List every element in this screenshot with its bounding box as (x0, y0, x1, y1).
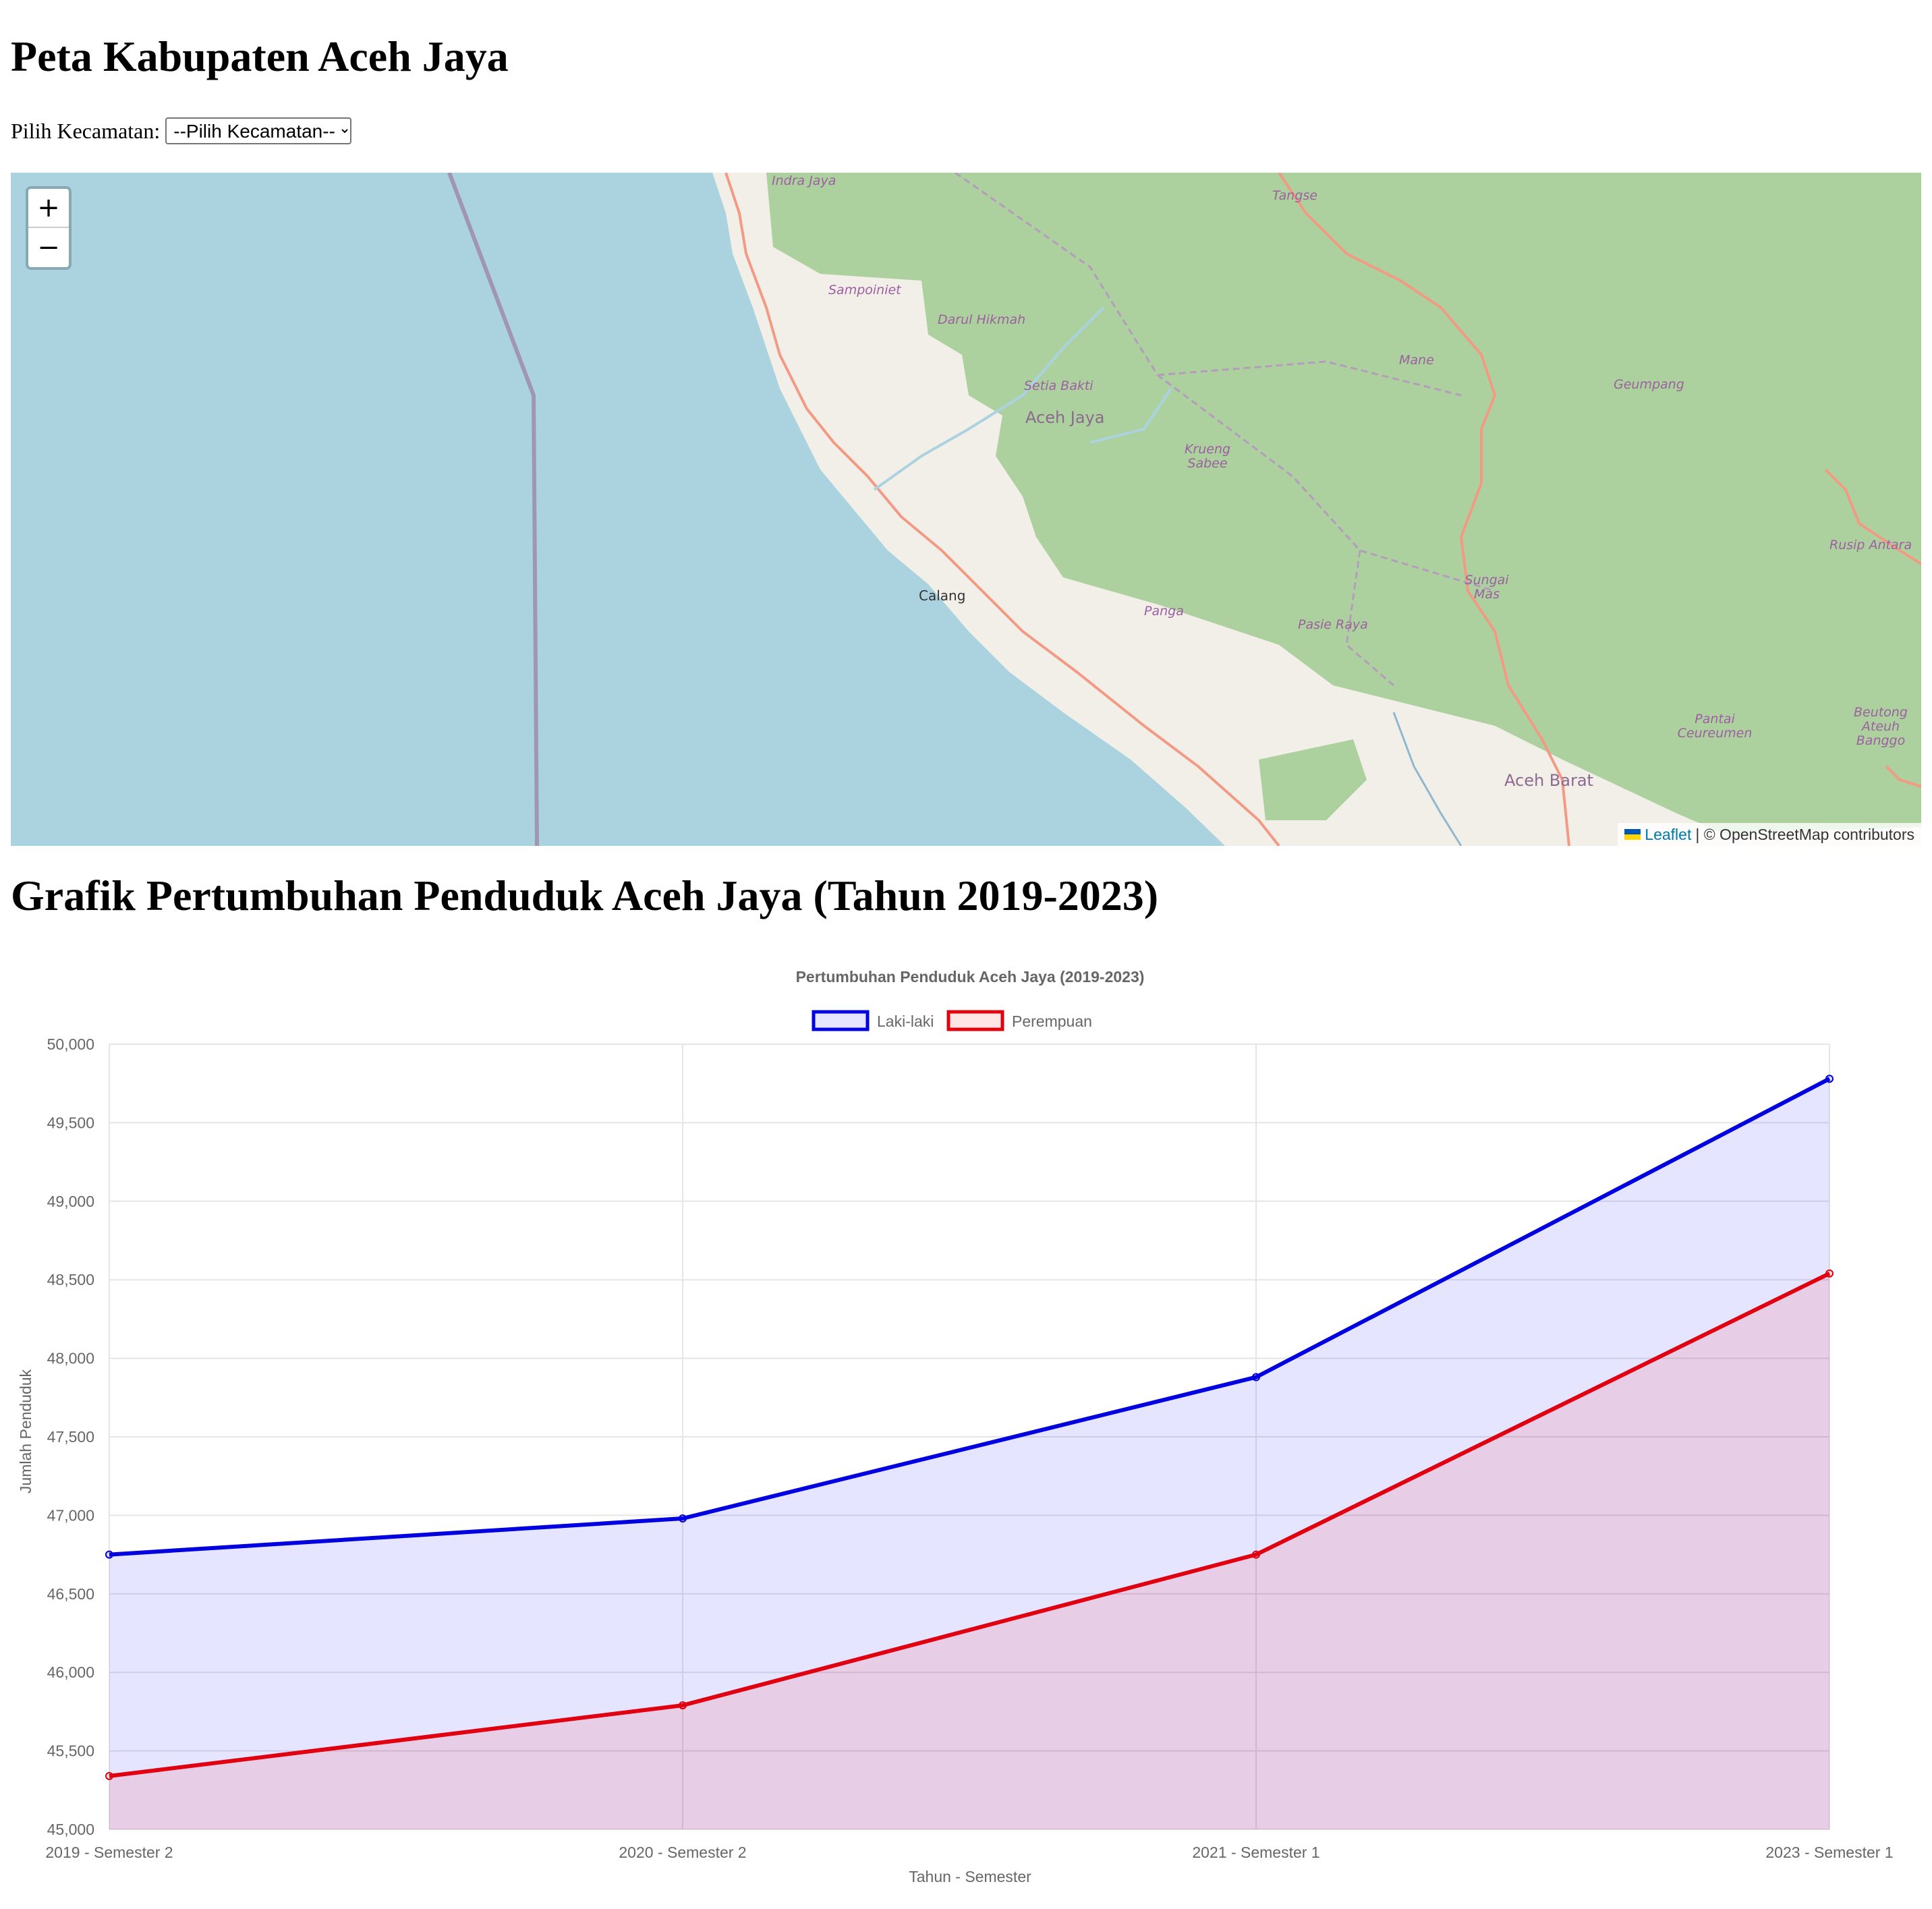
y-tick-label: 49,500 (47, 1114, 94, 1131)
map-label-pasie-raya: Pasie Raya (1298, 617, 1368, 632)
x-tick-label: 2021 - Semester 1 (1192, 1844, 1319, 1861)
chart-title: Pertumbuhan Penduduk Aceh Jaya (2019-202… (796, 968, 1145, 986)
x-tick-label: 2023 - Semester 1 (1765, 1844, 1893, 1861)
y-tick-label: 47,500 (47, 1428, 94, 1446)
map-label-indra-jaya: Indra Jaya (772, 173, 836, 188)
ukraine-flag-icon (1624, 829, 1641, 840)
map-label-pantai-ceureumen: Pantai Ceureumen (1677, 712, 1753, 741)
legend-label: Laki-laki (877, 1013, 934, 1030)
map[interactable]: Indra Jaya Tangse Sampoiniet Darul Hikma… (11, 173, 1921, 846)
y-tick-label: 45,000 (47, 1821, 94, 1838)
y-tick-label: 46,500 (47, 1585, 94, 1603)
population-chart: Pertumbuhan Penduduk Aceh Jaya (2019-202… (17, 968, 1894, 1885)
data-point (679, 1701, 687, 1710)
map-label-sungai-mas: Sungai Mas (1465, 573, 1509, 602)
y-tick-label: 48,000 (47, 1350, 94, 1367)
series-area-2 (109, 1273, 1829, 1829)
map-attribution: Leaflet | © OpenStreetMap contributors (1618, 823, 1921, 846)
chart-points (105, 1075, 1834, 1780)
legend-item-2: Perempuan (946, 1010, 1092, 1031)
legend-label: Perempuan (1012, 1013, 1092, 1030)
x-axis-ticks: 2019 - Semester 2 2020 - Semester 2 2021 -… (45, 1844, 1893, 1861)
x-tick-label: 2020 - Semester 2 (619, 1844, 746, 1861)
attribution-text: | © OpenStreetMap contributors (1695, 826, 1914, 843)
zoom-in-button[interactable]: + (28, 189, 69, 228)
data-point (679, 1514, 687, 1523)
map-label-tangse: Tangse (1272, 188, 1317, 203)
legend-item-1: Laki-laki (812, 1010, 934, 1031)
map-label-rusip-antara: Rusip Antara (1829, 538, 1912, 552)
data-point (1252, 1373, 1260, 1381)
data-point (105, 1550, 113, 1559)
series-line-2 (109, 1272, 1831, 1778)
y-axis-ticks: 45,000 45,500 46,000 46,500 47,000 47,500 48,0… (47, 1035, 94, 1838)
chart-heading: Grafik Pertumbuhan Penduduk Aceh Jaya (T… (11, 872, 1159, 919)
data-point (1252, 1550, 1260, 1559)
chart-areas (109, 1079, 1829, 1829)
x-tick-label: 2019 - Semester 2 (45, 1844, 173, 1861)
map-label-krueng-sabee: Krueng Sabee (1184, 442, 1231, 471)
map-label-calang: Calang (919, 588, 966, 604)
map-label-geumpang: Geumpang (1614, 377, 1684, 392)
data-point (1825, 1269, 1834, 1278)
chart-grid (109, 1044, 1830, 1830)
page-title: Peta Kabupaten Aceh Jaya (11, 32, 509, 80)
y-axis-title: Jumlah Penduduk (17, 1369, 34, 1493)
leaflet-link[interactable]: Leaflet (1645, 826, 1692, 843)
chart-legend: Laki-laki Perempuan (812, 1010, 1092, 1031)
zoom-out-button[interactable]: − (28, 228, 69, 267)
y-tick-label: 50,000 (47, 1035, 94, 1053)
zoom-control: + − (26, 186, 72, 270)
x-axis-title: Tahun - Semester (909, 1868, 1031, 1885)
map-label-sampoiniet: Sampoiniet (828, 283, 901, 297)
kecamatan-label: Pilih Kecamatan: (11, 119, 161, 143)
map-tiles (11, 173, 1921, 846)
chart-lines (109, 1077, 1831, 1778)
map-label-beutong: Beutong Ateuh Banggo (1854, 705, 1908, 748)
map-label-darul-hikmah: Darul Hikmah (938, 312, 1026, 327)
y-tick-label: 48,500 (47, 1271, 94, 1288)
legend-swatch (812, 1010, 870, 1031)
data-point (105, 1771, 113, 1780)
data-point (1825, 1075, 1834, 1083)
map-label-aceh-jaya: Aceh Jaya (1025, 408, 1105, 427)
y-tick-label: 49,000 (47, 1193, 94, 1210)
series-line-1 (109, 1077, 1831, 1557)
map-label-setia-bakti: Setia Bakti (1024, 378, 1093, 393)
series-area-1 (109, 1079, 1829, 1829)
map-label-mane: Mane (1399, 353, 1434, 368)
y-tick-label: 45,500 (47, 1742, 94, 1760)
kecamatan-select[interactable]: --Pilih Kecamatan-- (165, 117, 352, 144)
map-label-panga: Panga (1144, 604, 1184, 619)
legend-swatch (946, 1010, 1004, 1031)
y-tick-label: 46,000 (47, 1663, 94, 1681)
kecamatan-selector-row: Pilih Kecamatan: --Pilih Kecamatan-- (11, 116, 352, 146)
map-label-aceh-barat: Aceh Barat (1504, 771, 1593, 790)
y-tick-label: 47,000 (47, 1506, 94, 1524)
